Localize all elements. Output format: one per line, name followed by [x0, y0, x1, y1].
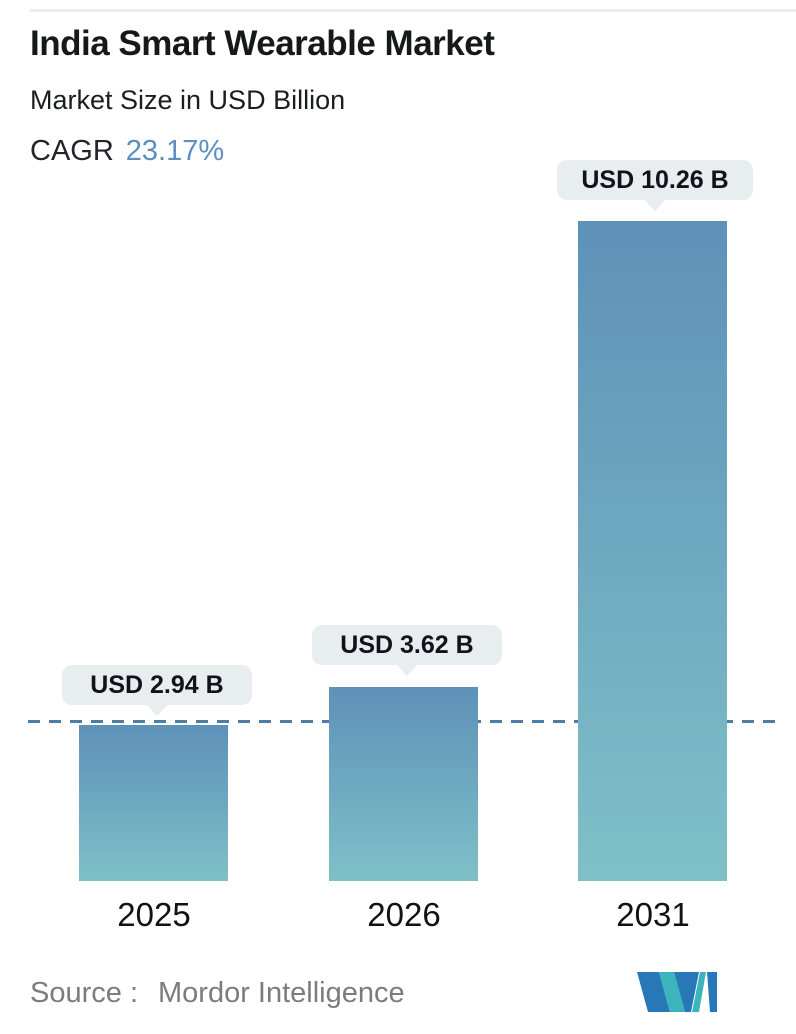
axis-label-2031: 2031	[616, 896, 690, 933]
source-label: Source :	[30, 977, 138, 1009]
source-name: Mordor Intelligence	[158, 977, 405, 1009]
cagr-label: CAGR	[30, 135, 114, 167]
axis-label-2025: 2025	[117, 896, 191, 933]
callout-tail	[145, 703, 169, 716]
data-label-2025: USD 2.94 B	[62, 665, 252, 716]
axis-label-2026: 2026	[367, 896, 441, 933]
top-divider	[30, 9, 796, 12]
bar-2025	[79, 725, 228, 881]
chart-title: India Smart Wearable Market	[30, 24, 495, 63]
cagr-value: 23.17%	[125, 135, 225, 167]
mordor-intelligence-logo-icon	[637, 972, 717, 1012]
callout-tail	[395, 663, 419, 676]
data-label-2031: USD 10.26 B	[557, 160, 753, 211]
bar-2031	[578, 221, 727, 881]
chart-subtitle: Market Size in USD Billion	[30, 85, 346, 115]
data-label-2031-text: USD 10.26 B	[581, 166, 729, 194]
data-label-2026: USD 3.62 B	[312, 625, 502, 676]
cagr-row: CAGR 23.17%	[30, 135, 224, 168]
source-attribution: Source : Mordor Intelligence	[30, 977, 405, 1010]
data-label-2025-text: USD 2.94 B	[90, 671, 224, 699]
data-label-2026-text: USD 3.62 B	[340, 631, 474, 659]
bar-2026	[329, 687, 478, 881]
callout-tail	[643, 198, 667, 211]
